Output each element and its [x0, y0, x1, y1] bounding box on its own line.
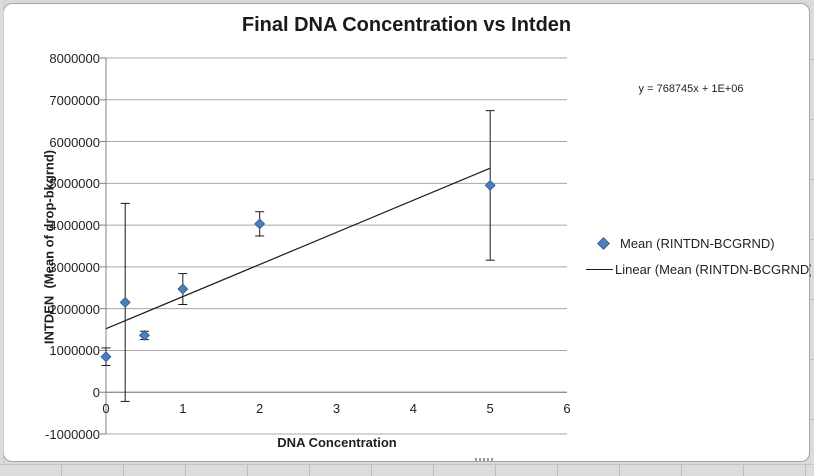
trendline-equation-label[interactable]: y = 768745x + 1E+06 — [638, 83, 744, 95]
series-diamond-icon — [597, 236, 610, 250]
y-tick-label: 2000000 — [49, 301, 100, 317]
spreadsheet-left-column[interactable] — [0, 0, 4, 464]
x-tick-label: 5 — [486, 401, 494, 416]
legend-series-label: Mean (RINTDN-BCGRND) — [620, 235, 775, 251]
y-tick-label: 3000000 — [49, 259, 100, 275]
chart-title: Final DNA Concentration vs Intden — [241, 14, 572, 36]
data-point-marker[interactable] — [254, 218, 266, 230]
y-tick-label: 8000000 — [49, 51, 100, 66]
legend[interactable]: Mean (RINTDN-BCGRND) Linear (Mean (RINTD… — [584, 230, 814, 282]
spreadsheet-right-column[interactable] — [811, 0, 814, 464]
data-point-marker[interactable] — [119, 296, 131, 308]
y-tick-label: 6000000 — [49, 134, 100, 150]
chart-canvas[interactable]: Final DNA Concentration vs Intden y = 76… — [3, 3, 814, 462]
y-tick-label: -1000000 — [45, 427, 100, 442]
y-tick-label: 1000000 — [49, 343, 100, 359]
trendline[interactable] — [105, 167, 491, 330]
x-tick-label: 4 — [409, 401, 417, 416]
data-point-marker[interactable] — [177, 283, 189, 295]
data-point-marker[interactable] — [138, 329, 150, 341]
x-axis-title[interactable]: DNA Concentration — [277, 435, 397, 450]
plot-area — [100, 57, 567, 435]
spreadsheet-bottom-row[interactable] — [0, 464, 814, 476]
y-axis-title[interactable]: INTDEN (Mean of drop-bkgrnd) — [41, 149, 57, 345]
y-tick-label: 7000000 — [49, 92, 100, 108]
legend-trendline-label: Linear (Mean (RINTDN-BCGRND)) — [615, 261, 814, 277]
y-tick-label: 5000000 — [49, 176, 100, 192]
y-tick-label: 4000000 — [49, 218, 100, 234]
x-tick-label: 1 — [179, 401, 187, 416]
x-tick-label: 0 — [102, 401, 110, 416]
x-tick-label: 2 — [256, 401, 264, 416]
data-point-marker[interactable] — [100, 351, 112, 363]
x-tick-label: 3 — [332, 401, 341, 416]
x-tick-label: 6 — [563, 401, 571, 416]
trendline-line-icon — [586, 268, 613, 270]
legend-item-series[interactable]: Mean (RINTDN-BCGRND) — [584, 230, 812, 256]
chart-border-handle-dots — [475, 458, 493, 461]
data-point-marker[interactable] — [484, 179, 496, 191]
y-tick-label: 0 — [92, 385, 100, 401]
legend-item-trendline[interactable]: Linear (Mean (RINTDN-BCGRND)) — [584, 256, 814, 282]
